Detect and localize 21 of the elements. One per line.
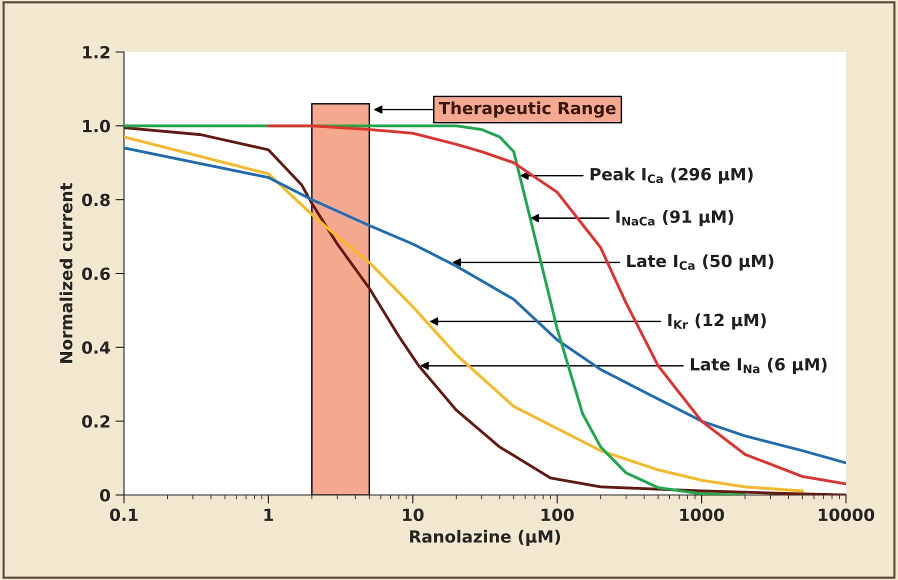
band-label: Therapeutic Range [438, 101, 616, 118]
x-tick-label: 10 [403, 508, 424, 522]
y-tick-label: 0 [100, 488, 110, 502]
y-tick-label: 1.0 [83, 120, 110, 132]
x-tick-label: 0.1 [110, 508, 138, 522]
annotation: Late I$_{Ca}$ (50 μM) [627, 254, 774, 270]
y-tick-label: 0.4 [82, 341, 110, 354]
x-axis-title: Ranolazine (μM) [410, 530, 560, 546]
x-tick-label: 100 [542, 508, 574, 522]
y-axis-title: Normalized current [60, 183, 72, 363]
y-tick-label: 0.8 [82, 194, 110, 206]
x-tick-label: 10000 [818, 508, 874, 522]
y-tick-label: 0.2 [82, 415, 110, 428]
annotation: I$_{Kr}$ (12 μM) [668, 313, 766, 330]
y-tick-label: 0.6 [82, 267, 110, 280]
x-tick-label: 1000 [680, 508, 724, 522]
annotation: Peak I$_{Ca}$ (296 μM) [590, 168, 753, 184]
y-tick-label: 1.2 [83, 46, 110, 58]
x-tick-label: 1 [264, 508, 274, 521]
annotation: Late I$_{Na}$ (6 μM) [690, 358, 827, 374]
annotation: I$_{NaCa}$ (91 μM) [616, 210, 734, 226]
